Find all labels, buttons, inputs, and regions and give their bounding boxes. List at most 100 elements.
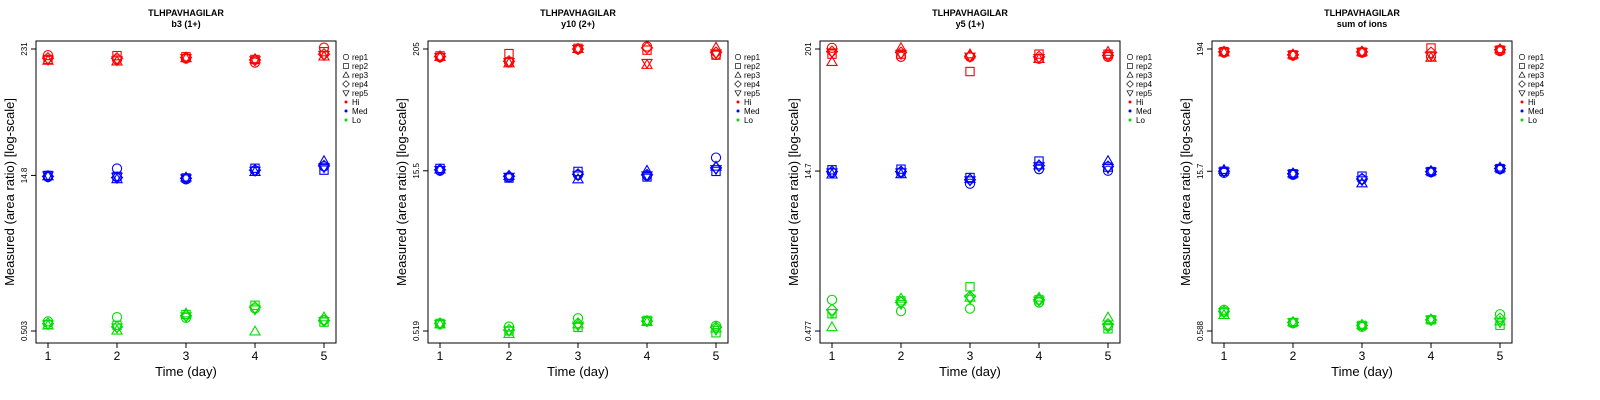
legend-marker xyxy=(343,63,349,69)
data-point xyxy=(502,169,516,180)
legend-dot xyxy=(1520,118,1524,122)
legend-label: rep5 xyxy=(744,89,761,98)
legend-entry-med: Med xyxy=(736,107,760,116)
legend-dot xyxy=(1520,109,1524,113)
legend-label: Hi xyxy=(1528,98,1536,107)
legend-label: rep4 xyxy=(1136,80,1153,89)
data-point xyxy=(825,55,839,66)
series-hi xyxy=(433,41,723,70)
y-axis-label: Measured (area ratio) [log-scale] xyxy=(1178,98,1193,286)
data-point xyxy=(1101,45,1115,56)
series-lo xyxy=(41,300,331,336)
legend-entry-rep3: rep3 xyxy=(1126,71,1153,80)
data-point xyxy=(1355,48,1369,59)
legend-marker xyxy=(1126,90,1134,97)
legend-label: rep1 xyxy=(1528,53,1545,62)
x-tick-label: 1 xyxy=(1221,349,1228,363)
legend-marker xyxy=(1126,80,1134,88)
legend-entry-rep4: rep4 xyxy=(342,80,369,89)
legend-marker xyxy=(734,90,742,97)
plot-frame xyxy=(35,40,337,344)
data-point xyxy=(111,311,123,323)
y-tick-label: 14.7 xyxy=(804,163,813,179)
y-tick-label: 0.519 xyxy=(412,320,421,341)
legend-label: rep3 xyxy=(1528,71,1545,80)
series-lo xyxy=(1217,304,1507,333)
legend-dot xyxy=(1128,118,1132,122)
legend-entry-rep4: rep4 xyxy=(1518,80,1545,89)
x-tick-label: 5 xyxy=(713,349,720,363)
x-tick-label: 5 xyxy=(321,349,328,363)
legend-entry-med: Med xyxy=(1520,107,1544,116)
data-point xyxy=(1355,45,1369,56)
data-point xyxy=(825,320,839,332)
legend-entry-rep2: rep2 xyxy=(1519,62,1545,71)
data-point xyxy=(640,41,654,55)
legend-label: Hi xyxy=(744,98,752,107)
legend-symbol xyxy=(1519,63,1525,69)
data-point xyxy=(179,54,193,65)
x-axis-label: Time (day) xyxy=(547,364,609,379)
data-point xyxy=(964,178,976,189)
data-point xyxy=(826,294,838,305)
data-point xyxy=(571,45,585,56)
legend-label: rep2 xyxy=(352,62,369,71)
data-point xyxy=(894,41,908,53)
data-point xyxy=(317,154,331,166)
series-hi xyxy=(41,42,331,68)
data-point xyxy=(640,164,654,175)
data-point xyxy=(1286,315,1300,327)
legend-label: Hi xyxy=(352,98,360,107)
x-tick-label: 5 xyxy=(1497,349,1504,363)
legend-entry-rep5: rep5 xyxy=(734,89,761,98)
legend-entry-rep2: rep2 xyxy=(343,62,369,71)
legend-marker xyxy=(1518,53,1526,61)
x-axis-label: Time (day) xyxy=(1331,364,1393,379)
legend-marker xyxy=(1519,63,1525,69)
x-axis-label: Time (day) xyxy=(155,364,217,379)
legend-entry-rep2: rep2 xyxy=(1127,62,1153,71)
data-point xyxy=(894,299,908,311)
data-point xyxy=(433,53,447,64)
legend-label: Lo xyxy=(1528,116,1537,125)
data-point xyxy=(179,312,193,323)
legend-label: rep3 xyxy=(1136,71,1153,80)
data-point xyxy=(41,171,55,182)
data-point xyxy=(1101,311,1115,322)
x-tick-label: 1 xyxy=(829,349,836,363)
data-point xyxy=(110,172,124,184)
data-point xyxy=(1032,158,1046,170)
data-point xyxy=(502,57,516,69)
legend-label: rep4 xyxy=(744,80,761,89)
legend-marker xyxy=(734,80,742,88)
legend-entry-rep3: rep3 xyxy=(1518,71,1545,80)
data-point xyxy=(41,320,55,331)
legend-marker xyxy=(1127,63,1133,69)
data-point xyxy=(1032,53,1046,65)
legend-symbol xyxy=(1518,80,1526,88)
data-point xyxy=(963,176,977,187)
data-point xyxy=(1495,320,1505,331)
data-point xyxy=(963,52,977,63)
legend-dot xyxy=(344,118,348,122)
data-point xyxy=(1034,156,1044,166)
legend-symbol xyxy=(1126,71,1134,78)
data-point xyxy=(179,174,193,185)
data-point xyxy=(1288,50,1298,60)
data-point xyxy=(894,292,908,303)
chart-title: TLHPAVHAGILAR xyxy=(148,8,224,18)
data-point xyxy=(1424,51,1438,62)
series-lo xyxy=(825,282,1115,334)
data-point xyxy=(1426,166,1436,177)
x-tick-label: 3 xyxy=(575,349,582,363)
chart-subtitle: y10 (2+) xyxy=(561,19,595,29)
data-point xyxy=(709,41,723,52)
x-tick-label: 4 xyxy=(1428,349,1435,363)
legend-entry-rep4: rep4 xyxy=(734,80,761,89)
legend-dot xyxy=(344,100,348,104)
legend-label: rep4 xyxy=(1528,80,1545,89)
data-point xyxy=(1101,322,1115,334)
